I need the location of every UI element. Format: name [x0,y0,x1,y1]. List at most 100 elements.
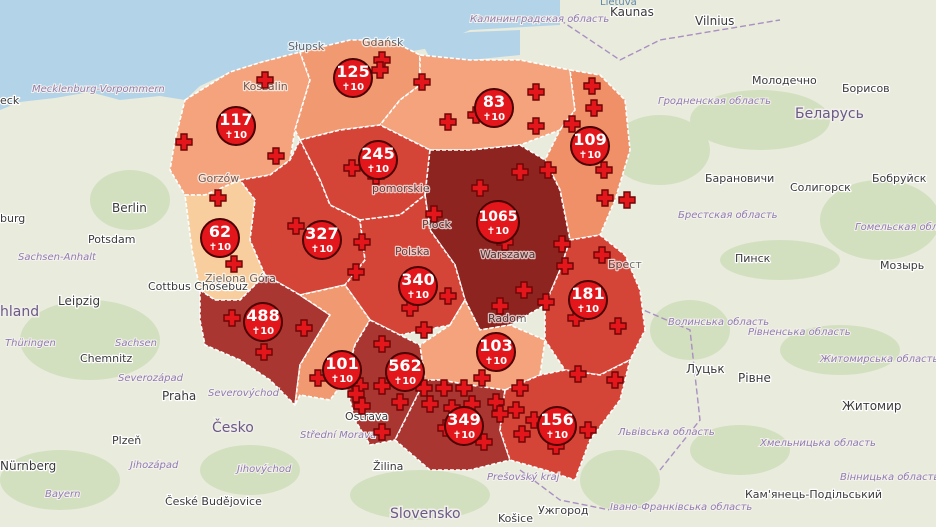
hospital-cross-icon[interactable] [515,281,533,299]
case-badge[interactable]: 327✝10 [302,220,342,260]
label-kaliningrad: Калининградская область [470,13,609,25]
death-count: ✝10 [407,290,429,301]
label-nurnberg: Nürnberg [0,459,56,473]
hospital-cross-icon[interactable] [537,293,555,311]
label-warszawa: Warszawa [480,248,535,261]
hospital-cross-icon[interactable] [491,405,509,423]
label-deutschland: hland [0,304,39,320]
hospital-cross-icon[interactable] [425,205,443,223]
case-badge[interactable]: 488✝10 [243,302,283,342]
hospital-cross-icon[interactable] [473,369,491,387]
case-badge[interactable]: 83✝10 [474,88,514,128]
case-badge[interactable]: 117✝10 [216,106,256,146]
case-count: 327 [305,224,338,243]
hospital-cross-icon[interactable] [596,189,614,207]
case-badge[interactable]: 125✝10 [333,58,373,98]
hospital-cross-icon[interactable] [439,287,457,305]
hospital-cross-icon[interactable] [309,369,327,387]
case-badge[interactable]: 109✝10 [570,126,610,166]
death-count: ✝10 [579,150,601,161]
label-borisov: Борисов [842,82,890,95]
hospital-cross-icon[interactable] [569,365,587,383]
hospital-cross-icon[interactable] [563,115,581,133]
case-badge[interactable]: 62✝10 [200,218,240,258]
hospital-cross-icon[interactable] [525,411,543,429]
hospital-cross-icon[interactable] [609,317,627,335]
hospital-cross-icon[interactable] [353,397,371,415]
hospital-cross-icon[interactable] [593,246,611,264]
hospital-cross-icon[interactable] [353,233,371,251]
death-count: ✝10 [209,242,231,253]
case-badge-circle [474,88,514,128]
hospital-cross-icon[interactable] [513,425,531,443]
label-berlin: Berlin [112,201,147,215]
hospital-cross-icon[interactable] [471,179,489,197]
label-grodno: Гродненская область [658,95,771,107]
case-count: 562 [388,356,421,375]
hospital-cross-icon[interactable] [391,393,409,411]
case-badge[interactable]: 245✝10 [358,140,398,180]
label-jihovychod: Jihovýchod [235,463,292,475]
hospital-cross-icon[interactable] [618,191,636,209]
hospital-cross-icon[interactable] [583,77,601,95]
hospital-cross-icon[interactable] [347,263,365,281]
hospital-cross-icon[interactable] [511,379,529,397]
hospital-cross-icon[interactable] [491,297,509,315]
hospital-cross-icon[interactable] [209,189,227,207]
label-polska: Polska [395,245,430,258]
case-count: 340 [401,270,434,289]
case-count: 156 [540,410,573,429]
hospital-cross-icon[interactable] [223,309,241,327]
hospital-cross-icon[interactable] [539,161,557,179]
hospital-cross-icon[interactable] [267,147,285,165]
forests [0,90,936,520]
hospital-cross-icon[interactable] [256,71,274,89]
hospital-cross-icon[interactable] [347,385,365,403]
hospital-cross-icon[interactable] [373,377,391,395]
hospital-cross-icon[interactable] [553,235,571,253]
hospital-cross-icon[interactable] [455,379,473,397]
hospital-cross-icon[interactable] [527,83,545,101]
hospital-cross-icon[interactable] [287,217,305,235]
hospital-cross-icon[interactable] [556,257,574,275]
hospital-cross-icon[interactable] [421,395,439,413]
label-praha: Praha [162,389,196,403]
case-badge[interactable]: 181✝10 [568,280,608,320]
hospital-cross-icon[interactable] [373,335,391,353]
hospital-cross-icon[interactable] [343,159,361,177]
label-brest-pl: Брест [608,258,642,271]
case-badge[interactable]: 103✝10 [476,332,516,372]
hospital-cross-icon[interactable] [439,113,457,131]
label-plock: Płock [422,218,452,231]
death-count: ✝10 [577,304,599,315]
hospital-cross-icon[interactable] [585,99,603,117]
case-badge[interactable]: 101✝10 [322,350,362,390]
label-bobruisk: Бобруйск [872,172,927,185]
hospital-cross-icon[interactable] [373,423,391,441]
hospital-cross-icon[interactable] [507,401,525,419]
hospital-cross-icon[interactable] [511,163,529,181]
hospital-cross-icon[interactable] [255,343,273,361]
case-badge[interactable]: 156✝10 [537,406,577,446]
hospital-cross-icon[interactable] [435,379,453,397]
label-jihozapad: Jihozápad [128,459,179,471]
label-leipzig: Leipzig [58,294,100,308]
hospital-cross-icon[interactable] [527,117,545,135]
case-badge[interactable]: 340✝10 [398,266,438,306]
case-badge[interactable]: 562✝10 [385,352,425,392]
hospital-cross-icon[interactable] [371,61,389,79]
hospital-cross-icon[interactable] [415,321,433,339]
hospital-cross-icon[interactable] [225,255,243,273]
case-badge[interactable]: 1065✝10 [476,200,520,244]
hospital-cross-icon[interactable] [295,319,313,337]
hospital-cross-icon[interactable] [606,371,624,389]
case-count: 245 [361,144,394,163]
hospital-cross-icon[interactable] [595,161,613,179]
hospital-cross-icon[interactable] [175,133,193,151]
hospital-cross-icon[interactable] [413,73,431,91]
death-count: ✝10 [394,376,416,387]
case-badge[interactable]: 349✝10 [444,406,484,446]
hospital-cross-icon[interactable] [579,421,597,439]
